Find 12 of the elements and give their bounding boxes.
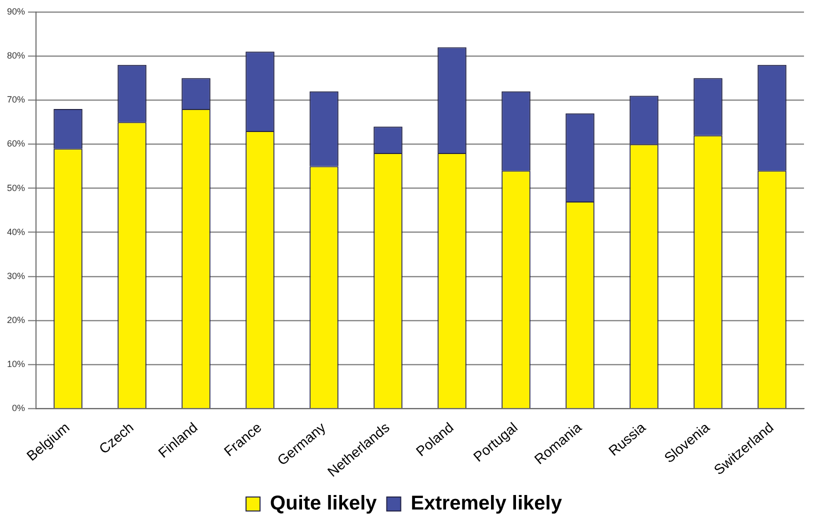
y-tick-label: 40% bbox=[7, 226, 26, 237]
y-tick-label: 20% bbox=[7, 314, 26, 325]
y-tick-label: 70% bbox=[7, 94, 26, 105]
legend-label: Extremely likely bbox=[410, 492, 563, 515]
y-tick-label: 50% bbox=[7, 182, 26, 193]
y-tick-label: 0% bbox=[12, 403, 26, 414]
y-tick-label: 60% bbox=[7, 138, 26, 149]
y-tick-label: 30% bbox=[7, 270, 26, 281]
y-tick-label: 90% bbox=[7, 6, 26, 16]
y-tick-label: 10% bbox=[7, 359, 26, 370]
y-tick-label: 80% bbox=[7, 50, 26, 61]
legend-label: Quite likely bbox=[270, 492, 378, 515]
